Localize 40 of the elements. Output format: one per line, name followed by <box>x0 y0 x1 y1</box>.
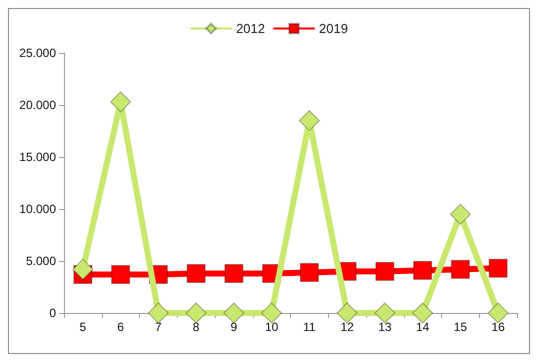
x-tick-label: 9 <box>230 320 238 334</box>
x-tick-label: 11 <box>303 320 316 334</box>
point <box>224 264 244 283</box>
point <box>110 91 132 112</box>
point <box>336 302 358 324</box>
y-tick-label: 5.000 <box>26 254 56 268</box>
point <box>148 302 169 324</box>
legend-label: 2012 <box>236 21 265 36</box>
point <box>300 262 319 282</box>
point <box>186 264 206 283</box>
x-tick-label: 7 <box>155 320 162 334</box>
point <box>450 204 471 225</box>
x-tick-label: 5 <box>80 320 87 334</box>
x-tick-label: 14 <box>416 320 430 334</box>
x-tick-label: 13 <box>378 320 392 334</box>
y-tick-label: 15.000 <box>19 150 56 164</box>
point <box>488 258 508 278</box>
point <box>413 260 432 280</box>
x-tick-label: 15 <box>454 320 468 334</box>
point <box>374 302 396 324</box>
legend-label: 2019 <box>319 21 348 36</box>
x-tick-label: 12 <box>340 320 354 334</box>
x-tick-label: 6 <box>117 320 124 334</box>
point <box>186 302 207 324</box>
point <box>488 302 509 324</box>
y-tick-label: 0 <box>49 306 56 320</box>
point <box>412 302 434 324</box>
x-tick-label: 10 <box>264 320 279 334</box>
y-tick-label: 20.000 <box>19 98 56 112</box>
point <box>72 258 94 280</box>
x-tick-label: 8 <box>192 320 200 334</box>
point <box>261 302 282 324</box>
y-tick-label: 25.000 <box>19 46 56 60</box>
point <box>450 260 470 279</box>
point <box>298 110 320 132</box>
x-tick-label: 16 <box>491 320 506 334</box>
point <box>375 262 394 281</box>
point <box>111 265 130 284</box>
y-tick-label: 10.000 <box>19 202 56 216</box>
point <box>223 302 244 324</box>
